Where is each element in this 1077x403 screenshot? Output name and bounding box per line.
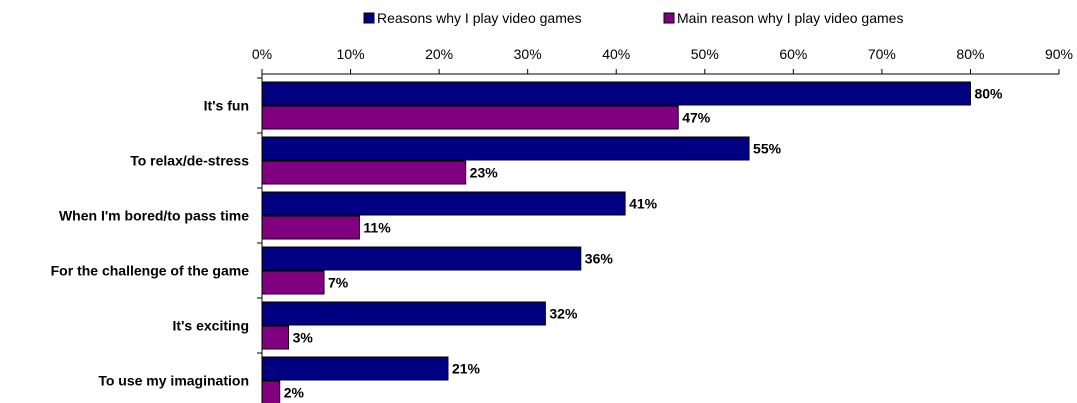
y-axis: It's fun To relax/de-stress When I'm bored… (51, 74, 263, 403)
bar-series-2 (261, 325, 290, 350)
data-label-series-2: 7% (328, 275, 349, 291)
legend: Reasons why I play video games Main reaso… (363, 10, 903, 26)
data-label-series-1: 41% (629, 196, 658, 212)
category-label: For the challenge of the game (51, 263, 250, 279)
bar-series-1 (261, 301, 546, 326)
bars: 80% 47% 55% 23% 41% 11% 36% 7% 32% 3% 21% 2% (261, 81, 1003, 403)
bar-series-2 (261, 160, 467, 185)
data-label-series-2: 47% (682, 110, 711, 126)
data-label-series-1: 21% (452, 361, 481, 377)
bar-series-2 (261, 380, 281, 403)
category-label: It's exciting (173, 318, 249, 334)
data-label-series-2: 23% (470, 165, 499, 181)
legend-label-1: Reasons why I play video games (377, 10, 582, 26)
bar-series-1 (261, 191, 626, 216)
category-label: To use my imagination (98, 373, 249, 389)
bar-series-1 (261, 356, 449, 381)
bar-series-2 (261, 105, 679, 130)
category-label: It's fun (204, 98, 249, 114)
legend-swatch-2 (663, 12, 675, 24)
category-label: To relax/de-stress (130, 153, 249, 169)
x-tick-label: 90% (1045, 46, 1073, 62)
bar-series-1 (261, 136, 750, 161)
x-tick-label: 60% (779, 46, 807, 62)
bar-series-1 (261, 246, 582, 271)
x-tick-label: 20% (425, 46, 453, 62)
category-label: When I'm bored/to pass time (59, 208, 249, 224)
bar-series-2 (261, 270, 325, 295)
data-label-series-1: 36% (585, 251, 614, 267)
x-axis: 0% 10% 20% 30% 40% 50% 60% 70% 80% 90% (252, 46, 1073, 75)
x-tick-label: 70% (868, 46, 896, 62)
x-tick-label: 40% (602, 46, 630, 62)
data-label-series-2: 2% (284, 385, 305, 401)
bar-series-2 (261, 215, 360, 240)
x-tick-label: 50% (691, 46, 719, 62)
x-tick-label: 0% (252, 46, 272, 62)
x-tick-label: 80% (956, 46, 984, 62)
data-label-series-1: 80% (974, 86, 1003, 102)
data-label-series-2: 11% (363, 220, 391, 236)
data-label-series-2: 3% (293, 330, 314, 346)
bar-series-1 (261, 81, 971, 106)
x-tick-label: 30% (514, 46, 542, 62)
data-label-series-1: 55% (753, 141, 782, 157)
x-tick-label: 10% (337, 46, 365, 62)
legend-swatch-1 (363, 12, 375, 24)
legend-label-2: Main reason why I play video games (677, 10, 903, 26)
data-label-series-1: 32% (549, 306, 578, 322)
